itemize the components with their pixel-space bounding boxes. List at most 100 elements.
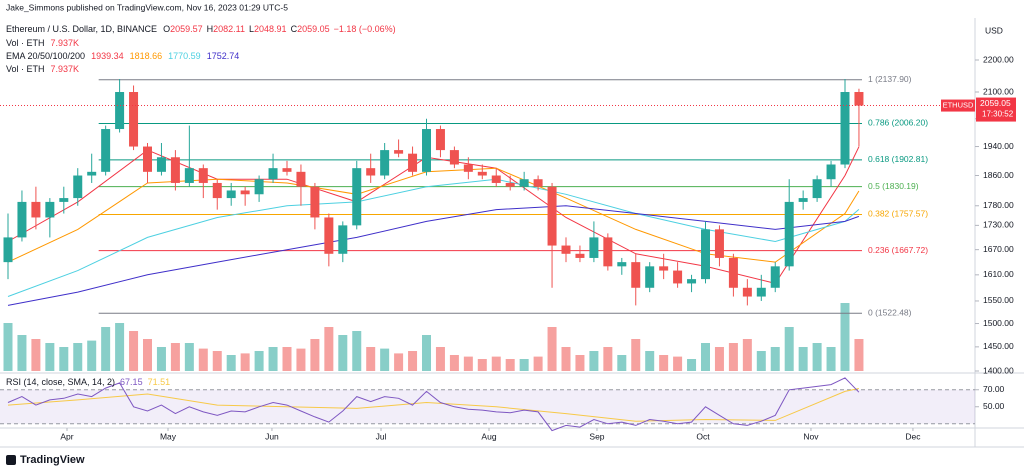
volume-bar: [756, 351, 766, 371]
volume-bar: [296, 348, 306, 371]
volume-bar: [575, 355, 585, 371]
volume-bar: [59, 347, 69, 371]
volume-bar: [198, 348, 208, 371]
x-tick-label: Nov: [803, 431, 819, 441]
volume-bar: [784, 327, 794, 371]
y-tick-label: 1400.00: [983, 365, 1014, 375]
candle-body: [394, 150, 404, 154]
volume-bar: [268, 347, 278, 371]
candle-body: [156, 157, 166, 172]
candle-body: [687, 279, 697, 284]
candle-body: [617, 262, 627, 267]
rsi-value: 67.15: [120, 377, 143, 387]
volume-bar: [728, 343, 738, 371]
volume-bar: [156, 347, 166, 371]
candle-body: [491, 175, 501, 183]
ema-value: 1818.66: [130, 51, 163, 61]
volume-bar: [17, 335, 27, 371]
y-tick-label: 1940.00: [983, 141, 1014, 151]
volume-bar: [324, 327, 334, 371]
candle-body: [254, 179, 264, 195]
volume-bar: [701, 343, 710, 371]
volume-bar: [435, 347, 445, 371]
volume-bar: [352, 331, 362, 371]
y-tick-label: 1610.00: [983, 269, 1014, 279]
volume-bar: [519, 359, 529, 371]
x-tick-label: Jul: [376, 431, 387, 441]
volume-bar: [449, 355, 459, 371]
volume-bar: [366, 347, 376, 371]
fib-label: 0.5 (1830.19): [868, 181, 919, 191]
vol-legend: Vol · ETH 7.937K: [6, 38, 79, 48]
x-tick-label: Dec: [905, 431, 921, 441]
volume-bar: [798, 347, 808, 371]
y-tick-label: 1500.00: [983, 318, 1014, 328]
candle-body: [296, 171, 306, 187]
ema-line: [7, 167, 860, 263]
volume-bar: [770, 347, 780, 371]
symbol: Ethereum / U.S. Dollar, 1D, BINANCE: [6, 24, 157, 34]
fib-label: 0.382 (1757.57): [868, 209, 928, 219]
volume-bar: [463, 356, 473, 371]
volume-bar: [840, 303, 850, 371]
publish-note: Jake_Simmons published on TradingView.co…: [6, 2, 288, 12]
ema-legend: EMA 20/50/100/200 1939.34 1818.66 1770.59 17…: [6, 51, 239, 61]
candle-body: [143, 146, 152, 172]
volume-bar: [533, 356, 543, 371]
candle-body: [854, 92, 864, 106]
ema-line: [7, 178, 860, 297]
volume-bar: [408, 351, 418, 371]
candle-body: [435, 129, 445, 151]
candle-body: [3, 237, 13, 263]
volume-bar: [854, 339, 864, 371]
volume-bar: [73, 343, 83, 371]
candle-body: [198, 168, 208, 183]
candle-body: [519, 179, 529, 187]
price-tag-bg: [976, 97, 1016, 122]
logo: [6, 455, 16, 465]
volume-bar: [659, 355, 669, 371]
h-value: 2082.11: [213, 24, 245, 34]
candle-body: [645, 266, 655, 288]
rsi-legend: RSI (14, close, SMA, 14, 2) 67.15 71.51: [6, 377, 170, 387]
candle-body: [240, 190, 250, 195]
fib-label: 0.236 (1667.72): [868, 245, 928, 255]
candle-body: [31, 201, 41, 218]
ema-label: EMA 20/50/100/200: [6, 51, 85, 61]
candle-body: [226, 190, 236, 199]
candle-body: [603, 237, 613, 267]
header-line: Ethereum / U.S. Dollar, 1D, BINANCE O2059…: [6, 24, 396, 34]
rsi-tick-label: 70.00: [983, 384, 1005, 394]
candle-body: [673, 270, 683, 284]
o-value: 2059.57: [170, 24, 203, 34]
vol-label: Vol · ETH: [6, 64, 45, 74]
h-label: H: [207, 24, 214, 34]
candle-body: [701, 229, 710, 280]
volume-bar: [673, 356, 683, 371]
x-tick-label: Sep: [589, 431, 604, 441]
y-tick-label: 1450.00: [983, 341, 1014, 351]
candle-body: [338, 225, 348, 254]
volume-bar: [631, 339, 641, 371]
candle-body: [324, 217, 334, 254]
vol-legend-2: Vol · ETH 7.937K: [6, 64, 79, 74]
volume-bar: [115, 323, 125, 371]
candle-body: [59, 198, 69, 202]
candle-body: [575, 253, 585, 258]
candle-body: [533, 179, 543, 187]
fib-label: 0.786 (2006.20): [868, 118, 928, 128]
candle-body: [87, 171, 97, 176]
o-label: O: [163, 24, 170, 34]
candle-body: [756, 287, 766, 297]
volume-bar: [617, 355, 627, 371]
volume-bar: [589, 351, 599, 371]
x-tick-label: Oct: [696, 431, 710, 441]
candle-body: [826, 164, 836, 180]
ema-value: 1752.74: [207, 51, 240, 61]
candle-body: [129, 92, 139, 147]
ticker-tag: ETHUSD: [943, 101, 974, 110]
candle-body: [547, 186, 557, 246]
candle-body: [770, 266, 780, 288]
